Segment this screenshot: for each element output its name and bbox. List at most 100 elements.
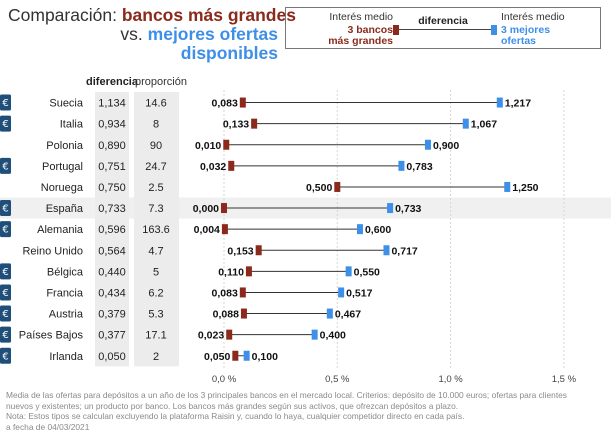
country-label: Polonia: [46, 140, 84, 152]
diff-value: 0,434: [98, 287, 126, 299]
best-offer-marker: [326, 308, 333, 319]
country-label: España: [46, 203, 84, 215]
euro-badge: [0, 115, 11, 132]
best-offer-label: 0,733: [395, 203, 421, 215]
best-offer-label: 0,400: [320, 330, 346, 342]
best-offer-label: 0,550: [354, 266, 380, 278]
ratio-value: 5.3: [148, 309, 163, 321]
euro-badge: [0, 326, 11, 343]
title-part-4: mejores ofertas: [147, 24, 278, 44]
country-label: Bélgica: [47, 266, 84, 278]
x-tick-label: 1,0 %: [438, 374, 463, 385]
best-offer-label: 0,717: [391, 245, 417, 257]
big-bank-marker: [228, 160, 235, 171]
big-bank-label: 0,110: [218, 266, 244, 278]
best-offer-label: 0,783: [406, 161, 432, 173]
big-bank-marker: [245, 266, 252, 277]
x-tick-label: 1,5 %: [552, 374, 577, 385]
euro-icon: €: [2, 288, 8, 299]
big-bank-marker: [251, 118, 258, 129]
best-offer-marker: [356, 224, 363, 235]
legend-left-bottom: 3 bancos más grandes: [328, 24, 393, 47]
country-label: Irlanda: [49, 351, 84, 363]
country-label: Francia: [46, 287, 84, 299]
diff-value: 0,890: [98, 140, 126, 152]
country-label: Italia: [60, 119, 84, 131]
big-bank-label: 0,083: [212, 287, 238, 299]
euro-icon: €: [2, 351, 8, 362]
country-label: Noruega: [41, 182, 84, 194]
ratio-value: 90: [150, 140, 162, 152]
best-offer-label: 0,467: [335, 309, 361, 321]
euro-icon: €: [2, 330, 8, 341]
ratio-value: 17.1: [145, 330, 166, 342]
ratio-value: 24.7: [145, 161, 166, 173]
best-offer-label: 1,250: [512, 182, 538, 194]
euro-badge: [0, 157, 11, 174]
euro-badge: [0, 94, 11, 111]
ratio-value: 14.6: [145, 98, 166, 110]
big-bank-label: 0,010: [195, 140, 221, 152]
legend-marker-best: [491, 25, 497, 35]
euro-icon: €: [2, 119, 8, 130]
best-offer-marker: [398, 160, 405, 171]
best-offer-label: 1,067: [471, 119, 497, 131]
country-label: Países Bajos: [19, 330, 84, 342]
euro-badge: [0, 284, 11, 301]
big-bank-label: 0,032: [200, 161, 226, 173]
diff-value: 0,440: [98, 266, 126, 278]
x-tick-label: 0,0 %: [212, 374, 237, 385]
big-bank-label: 0,000: [193, 203, 219, 215]
diff-value: 0,564: [98, 245, 126, 257]
ratio-value: 2: [153, 351, 159, 363]
best-offer-marker: [424, 139, 431, 150]
euro-badge: [0, 347, 11, 364]
country-label: Alemania: [37, 224, 84, 236]
diff-value: 0,377: [98, 330, 126, 342]
footnote-line-4: a fecha de 04/03/2021: [6, 421, 90, 432]
diff-value: 0,750: [98, 182, 126, 194]
footnote-line-3: Nota: Estos tipos se calculan excluyendo…: [6, 411, 465, 421]
big-bank-label: 0,050: [204, 351, 230, 363]
big-bank-marker: [255, 245, 262, 256]
euro-icon: €: [2, 309, 8, 320]
legend-line: [399, 29, 491, 30]
chart-title: Comparación: bancos más grandes vs. mejo…: [8, 5, 296, 63]
euro-badge: [0, 305, 11, 322]
legend: Interés medio 3 bancos más grandes difer…: [285, 7, 601, 49]
country-label: Suecia: [49, 98, 84, 110]
best-offer-label: 0,900: [433, 140, 459, 152]
ratio-value: 6.2: [148, 287, 163, 299]
best-offer-marker: [345, 266, 352, 277]
ratio-header: proporción: [135, 76, 187, 88]
diff-value: 0,596: [98, 224, 126, 236]
best-offer-marker: [243, 350, 250, 361]
diff-header: diferencia: [86, 76, 139, 88]
big-bank-marker: [223, 139, 230, 150]
title-part-1: Comparación:: [8, 5, 117, 25]
diff-value: 0,050: [98, 351, 126, 363]
legend-center: diferencia: [418, 15, 468, 27]
title-part-5: disponibles: [180, 43, 278, 63]
diff-value: 0,379: [98, 309, 126, 321]
diff-column-bg: [95, 92, 129, 367]
footnote-line-2: nuevos y existentes; un producto por ban…: [6, 400, 459, 411]
big-bank-marker: [334, 181, 341, 192]
best-offer-marker: [383, 245, 390, 256]
big-bank-marker: [232, 350, 239, 361]
euro-badge: [0, 263, 11, 280]
big-bank-label: 0,088: [213, 309, 239, 321]
legend-right-top: Interés medio: [501, 11, 565, 23]
footnote-line-1: Media de las ofertas para depósitos a un…: [6, 390, 567, 400]
x-tick-label: 0,5 %: [325, 374, 350, 385]
diff-value: 1,134: [98, 98, 126, 110]
best-offer-marker: [504, 181, 511, 192]
best-offer-label: 0,100: [252, 351, 278, 363]
footnote: Media de las ofertas para depósitos a un…: [6, 390, 606, 432]
euro-badge: [0, 221, 11, 238]
diff-value: 0,751: [98, 161, 126, 173]
big-bank-marker: [226, 329, 233, 340]
diff-value: 0,733: [98, 203, 126, 215]
ratio-value: 8: [153, 119, 159, 131]
